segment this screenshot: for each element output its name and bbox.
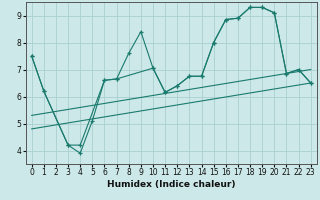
X-axis label: Humidex (Indice chaleur): Humidex (Indice chaleur) (107, 180, 236, 189)
